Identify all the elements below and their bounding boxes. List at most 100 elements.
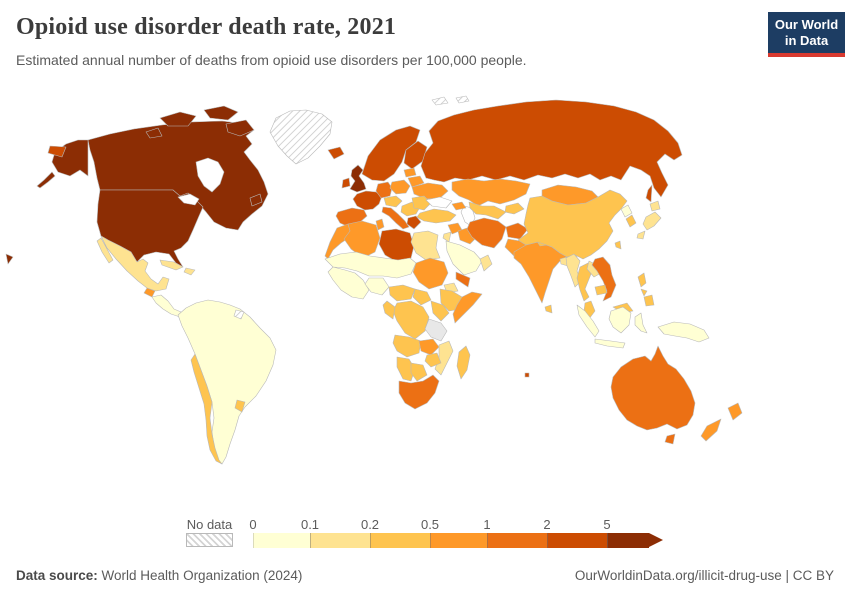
country-canada-victoria[interactable] bbox=[203, 105, 239, 121]
country-somalia[interactable] bbox=[452, 291, 483, 324]
country-afghanistan[interactable] bbox=[505, 222, 529, 240]
legend-segment-0-0.1[interactable] bbox=[253, 533, 310, 548]
legend-segment-1-2[interactable] bbox=[487, 533, 547, 548]
country-iran[interactable] bbox=[466, 217, 507, 249]
country-russia-sakhalin[interactable] bbox=[645, 184, 653, 203]
country-ukraine[interactable] bbox=[411, 182, 449, 200]
country-russia-chukotka-wrap[interactable] bbox=[47, 145, 67, 158]
country-turkey[interactable] bbox=[416, 208, 457, 224]
country-iceland[interactable] bbox=[327, 146, 345, 160]
country-canada-banks[interactable] bbox=[145, 127, 163, 139]
legend-arrow-tip bbox=[649, 533, 663, 547]
country-zambia[interactable] bbox=[418, 338, 440, 356]
country-usa-alaska[interactable] bbox=[36, 139, 89, 189]
legend-segment-2-5[interactable] bbox=[547, 533, 607, 548]
country-taiwan[interactable] bbox=[614, 240, 622, 250]
country-new-zealand[interactable] bbox=[700, 402, 743, 442]
owid-logo[interactable]: Our World in Data bbox=[768, 12, 845, 57]
country-ireland[interactable] bbox=[341, 177, 351, 189]
country-cameroon[interactable] bbox=[388, 284, 416, 302]
country-west-africa[interactable] bbox=[327, 266, 370, 300]
country-madagascar[interactable] bbox=[456, 345, 471, 380]
country-indonesia[interactable] bbox=[576, 304, 648, 349]
black-sea bbox=[425, 196, 453, 209]
legend-segment-0.1-0.2[interactable] bbox=[310, 533, 370, 548]
country-france[interactable] bbox=[352, 190, 383, 211]
country-algeria[interactable] bbox=[343, 220, 381, 259]
country-central-america[interactable] bbox=[151, 294, 182, 318]
country-svalbard[interactable] bbox=[431, 95, 470, 106]
country-uganda[interactable] bbox=[412, 288, 432, 306]
country-libya[interactable] bbox=[378, 228, 415, 263]
legend-segment-5+[interactable] bbox=[607, 533, 649, 548]
country-south-africa[interactable] bbox=[398, 374, 440, 410]
country-sahel[interactable] bbox=[324, 251, 417, 279]
country-south-korea[interactable] bbox=[625, 214, 637, 228]
country-kyrgyzstan[interactable] bbox=[504, 202, 525, 215]
country-kazakhstan[interactable] bbox=[451, 178, 531, 207]
country-canada-ellesmere[interactable] bbox=[225, 119, 255, 137]
country-nigeria[interactable] bbox=[364, 277, 390, 296]
country-philippines[interactable] bbox=[637, 272, 655, 307]
legend-segment-0.2-0.5[interactable] bbox=[370, 533, 430, 548]
country-namibia[interactable] bbox=[396, 356, 416, 382]
country-canada-newfoundland[interactable] bbox=[249, 193, 263, 207]
country-oman[interactable] bbox=[479, 254, 493, 272]
country-greece[interactable] bbox=[406, 215, 422, 230]
footer-link[interactable]: OurWorldinData.org/illicit-drug-use | CC… bbox=[574, 568, 834, 583]
country-kenya[interactable] bbox=[430, 300, 450, 322]
country-central-europe[interactable] bbox=[383, 195, 403, 208]
country-mexico[interactable] bbox=[96, 235, 170, 292]
country-poland[interactable] bbox=[389, 179, 411, 195]
country-germany[interactable] bbox=[375, 181, 393, 199]
country-gabon[interactable] bbox=[382, 300, 396, 320]
country-tunisia[interactable] bbox=[375, 218, 385, 231]
country-yemen[interactable] bbox=[455, 271, 471, 288]
country-australia[interactable] bbox=[610, 345, 696, 431]
owid-logo-line2: in Data bbox=[784, 33, 829, 49]
country-chile[interactable] bbox=[190, 353, 223, 465]
country-angola[interactable] bbox=[392, 334, 422, 358]
country-greenland[interactable] bbox=[269, 109, 333, 165]
page-title: Opioid use disorder death rate, 2021 bbox=[16, 14, 397, 40]
country-canada-baffin[interactable] bbox=[159, 111, 197, 127]
country-dr-congo[interactable] bbox=[392, 300, 430, 340]
legend-tick-label: 0.1 bbox=[300, 517, 320, 532]
country-australia-tasmania[interactable] bbox=[664, 433, 676, 445]
country-uk[interactable] bbox=[349, 164, 367, 193]
country-china[interactable] bbox=[517, 189, 628, 260]
country-french-guiana[interactable] bbox=[233, 309, 245, 320]
country-north-korea[interactable] bbox=[620, 204, 633, 218]
country-uruguay[interactable] bbox=[234, 399, 246, 413]
country-central-asia[interactable] bbox=[468, 201, 507, 220]
country-south-america[interactable] bbox=[177, 299, 277, 465]
country-zimbabwe[interactable] bbox=[424, 352, 442, 368]
country-mauritius[interactable] bbox=[524, 372, 530, 378]
legend-segment-0.5-1[interactable] bbox=[430, 533, 487, 548]
country-cambodia[interactable] bbox=[594, 284, 608, 296]
country-cuba[interactable] bbox=[159, 259, 184, 271]
country-belarus[interactable] bbox=[407, 175, 425, 188]
country-caucasus[interactable] bbox=[451, 201, 467, 211]
country-vietnam[interactable] bbox=[591, 256, 617, 302]
country-new-guinea[interactable] bbox=[657, 321, 710, 343]
footer-source: Data source: World Health Organization (… bbox=[16, 568, 302, 583]
legend-tick-label: 0.2 bbox=[360, 517, 380, 532]
country-tanzania[interactable] bbox=[424, 318, 448, 342]
country-botswana[interactable] bbox=[410, 362, 428, 382]
country-egypt[interactable] bbox=[410, 230, 441, 261]
country-baltics[interactable] bbox=[403, 167, 417, 178]
legend-no-data-swatch[interactable] bbox=[186, 533, 233, 547]
country-sudan[interactable] bbox=[412, 257, 449, 290]
country-jordan-israel[interactable] bbox=[442, 231, 452, 243]
country-sri-lanka[interactable] bbox=[544, 304, 553, 314]
country-japan[interactable] bbox=[636, 200, 662, 240]
country-usa-hawaii[interactable] bbox=[5, 253, 14, 265]
country-hispaniola[interactable] bbox=[183, 267, 196, 276]
country-scandinavia[interactable] bbox=[361, 125, 421, 182]
country-saudi-arabia[interactable] bbox=[445, 240, 483, 276]
country-russia[interactable] bbox=[420, 99, 683, 198]
country-romania-bulgaria[interactable] bbox=[411, 195, 432, 211]
